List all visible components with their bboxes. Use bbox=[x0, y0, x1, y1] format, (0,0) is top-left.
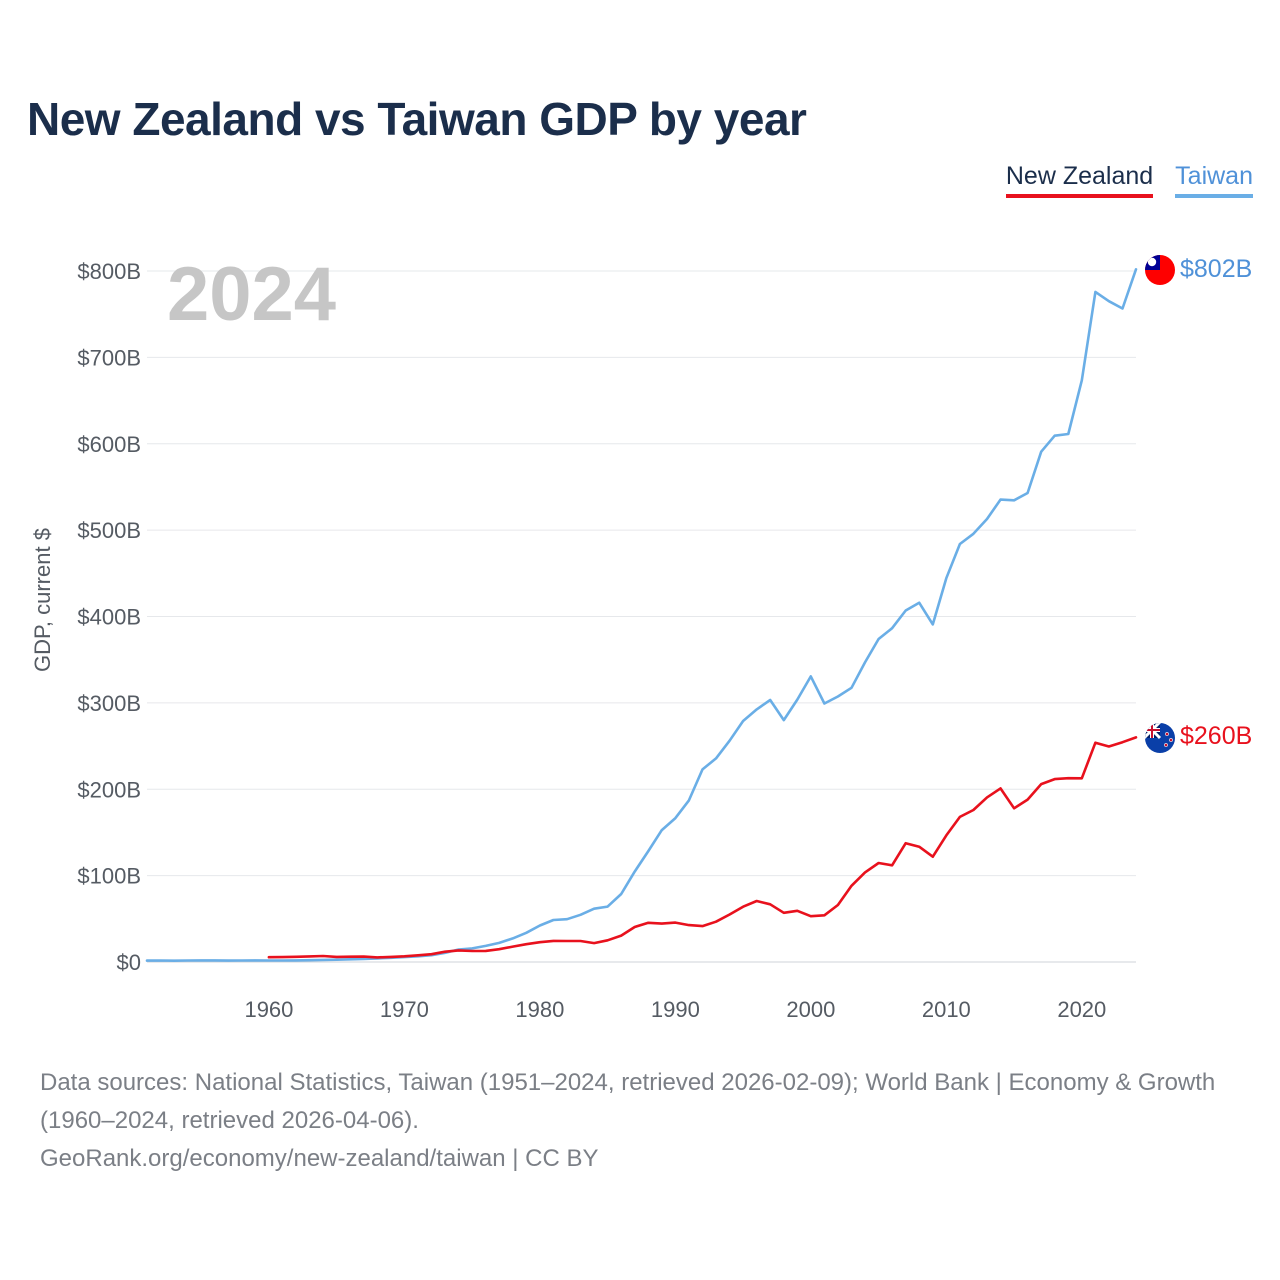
legend-item-taiwan[interactable]: Taiwan bbox=[1175, 160, 1253, 198]
x-tick-label: 2020 bbox=[1057, 997, 1106, 1022]
y-tick-label: $200B bbox=[77, 777, 141, 802]
series-line-new-zealand[interactable] bbox=[267, 736, 1138, 959]
series-line-taiwan[interactable] bbox=[145, 267, 1138, 963]
new-zealand-end-label: $260B bbox=[1180, 722, 1252, 750]
series-lines bbox=[145, 267, 1138, 963]
y-tick-label: $400B bbox=[77, 605, 141, 630]
line-chart: $0 $100B $200B $300B $400B $500B $600B $700B $80… bbox=[30, 252, 1252, 1022]
y-tick-label: $500B bbox=[77, 518, 141, 543]
x-tick-label: 2010 bbox=[922, 997, 971, 1022]
x-tick-label: 1980 bbox=[515, 997, 564, 1022]
x-tick-label: 1960 bbox=[244, 997, 293, 1022]
x-axis-ticks: 1960 1970 1980 1990 2000 2010 2020 bbox=[244, 997, 1106, 1022]
y-tick-label: $600B bbox=[77, 432, 141, 457]
grid-lines bbox=[147, 270, 1136, 963]
taiwan-end-label: $802B bbox=[1180, 255, 1252, 283]
y-tick-label: $700B bbox=[77, 345, 141, 370]
y-axis-label: GDP, current $ bbox=[30, 528, 55, 672]
source-link[interactable]: GeoRank.org/economy/new-zealand/taiwan |… bbox=[40, 1145, 599, 1172]
x-tick-label: 1990 bbox=[651, 997, 700, 1022]
legend: New Zealand Taiwan bbox=[1005, 160, 1253, 198]
y-tick-label: $800B bbox=[77, 259, 141, 284]
new-zealand-flag-icon bbox=[1145, 723, 1175, 753]
data-sources-text: Data sources: National Statistics, Taiwa… bbox=[40, 1069, 1216, 1134]
x-tick-label: 1970 bbox=[380, 997, 429, 1022]
y-tick-label: $100B bbox=[77, 864, 141, 889]
y-tick-label: $0 bbox=[117, 950, 141, 975]
x-tick-label: 2000 bbox=[786, 997, 835, 1022]
taiwan-flag-icon bbox=[1145, 255, 1175, 285]
year-watermark: 2024 bbox=[167, 252, 336, 337]
y-tick-label: $300B bbox=[77, 691, 141, 716]
chart-title: New Zealand vs Taiwan GDP by year bbox=[27, 93, 807, 145]
y-axis-ticks: $0 $100B $200B $300B $400B $500B $600B $700B $80… bbox=[77, 259, 141, 975]
footer: Data sources: National Statistics, Taiwa… bbox=[40, 1064, 1240, 1178]
legend-item-new-zealand[interactable]: New Zealand bbox=[1005, 160, 1154, 198]
